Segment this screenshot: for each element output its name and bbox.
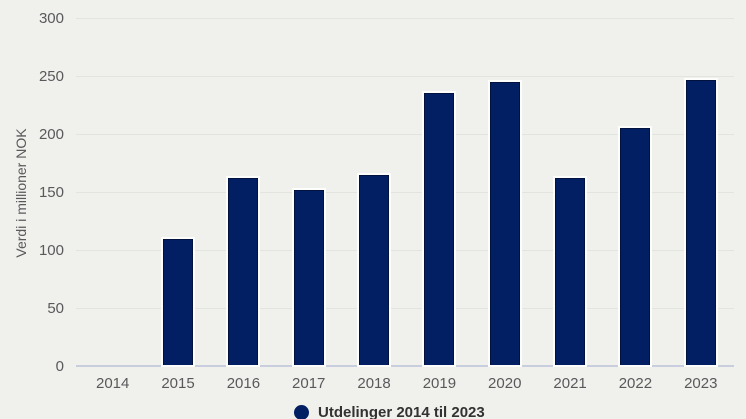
x-tick-label-2022: 2022	[618, 375, 653, 392]
x-tick-label-2015: 2015	[161, 375, 195, 392]
gridline-0	[76, 364, 734, 367]
y-tick-label-200: 200	[38, 125, 64, 143]
bar-2018	[359, 175, 390, 366]
y-tick-label-150: 150	[38, 183, 64, 201]
bar-2016	[228, 177, 259, 366]
gridline-200	[76, 134, 734, 135]
gridline-300	[76, 18, 734, 19]
x-tick-label-2021: 2021	[553, 375, 587, 392]
legend: Utdelinger 2014 til 2023	[294, 404, 485, 419]
x-tick-label-2019: 2019	[422, 375, 457, 392]
bar-2021	[555, 177, 586, 366]
y-tick-label-300: 300	[38, 9, 64, 27]
gridline-100	[76, 250, 734, 251]
legend-series-label: Utdelinger 2014 til 2023	[318, 404, 485, 419]
bar-2022	[620, 127, 651, 366]
legend-marker-circle-icon	[294, 405, 309, 419]
x-tick-label-2016: 2016	[226, 375, 261, 392]
x-tick-label-2018: 2018	[357, 375, 391, 392]
gridline-250	[76, 76, 734, 77]
x-tick-label-2017: 2017	[292, 375, 326, 392]
x-tick-label-2014: 2014	[96, 375, 130, 392]
gridline-150	[76, 192, 734, 193]
x-tick-label-2023: 2023	[684, 375, 718, 392]
x-tick-label-2020: 2020	[488, 375, 522, 392]
y-tick-label-250: 250	[38, 67, 64, 85]
bar-2020	[489, 82, 520, 366]
y-tick-label-0: 0	[55, 357, 64, 375]
bar-2019	[424, 92, 455, 366]
y-tick-label-100: 100	[38, 241, 64, 259]
y-tick-label-50: 50	[47, 299, 64, 317]
gridline-50	[76, 308, 734, 309]
bar-2015	[163, 239, 194, 366]
bar-2023	[685, 80, 716, 366]
bar-2017	[293, 190, 324, 366]
